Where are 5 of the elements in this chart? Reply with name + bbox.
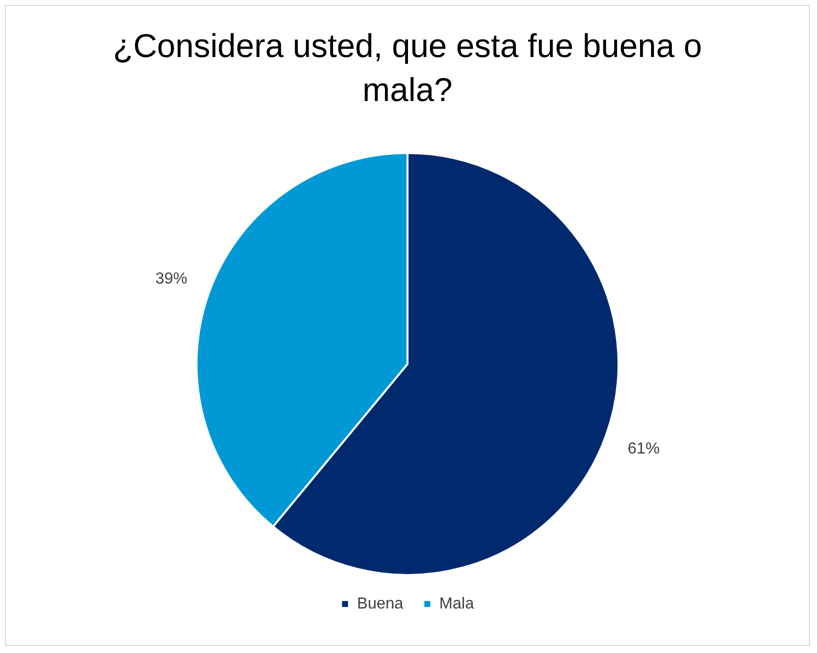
- legend-label: Buena: [357, 595, 404, 612]
- chart-title: ¿Considera usted, que esta fue buena o mala?: [112, 26, 703, 110]
- data-label: 39%: [155, 270, 188, 288]
- data-label: 61%: [628, 440, 660, 458]
- legend-label: Mala: [439, 595, 474, 612]
